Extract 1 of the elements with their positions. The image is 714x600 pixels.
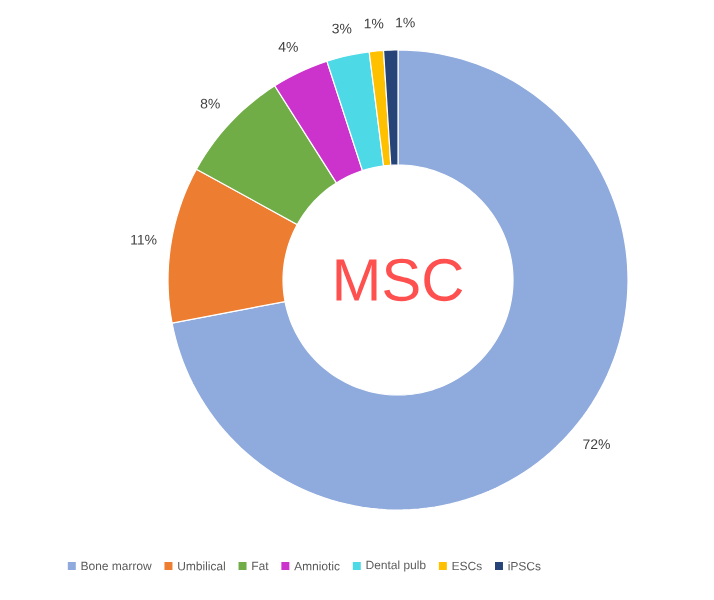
text: MSC — [336, 258, 463, 302]
